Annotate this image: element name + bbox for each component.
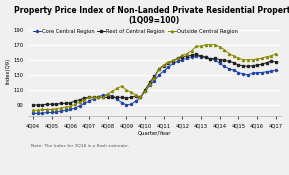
Y-axis label: Index(Q9): Index(Q9) [5,58,11,84]
Outside Central Region [204,44,208,46]
Core Central Region [97,96,100,98]
X-axis label: Quarter/Year: Quarter/Year [138,130,171,135]
Rest of Central Region [185,55,189,57]
Core Central Region [176,60,179,62]
Rest of Central Region [223,59,226,61]
Rest of Central Region [97,96,100,99]
Core Central Region [223,65,226,68]
Outside Central Region [185,53,189,55]
Rest of Central Region [171,60,175,62]
Rest of Central Region [31,104,35,106]
Core Central Region [251,72,254,74]
Outside Central Region [97,96,100,99]
Outside Central Region [171,59,175,61]
Rest of Central Region [176,57,179,59]
Line: Core Central Region: Core Central Region [32,55,277,114]
Outside Central Region [223,49,226,51]
Core Central Region [171,62,175,65]
Rest of Central Region [195,53,198,55]
Outside Central Region [176,57,179,59]
Core Central Region [195,55,198,57]
Core Central Region [274,69,278,71]
Outside Central Region [31,109,35,111]
Outside Central Region [274,53,278,55]
Rest of Central Region [274,61,278,63]
Core Central Region [185,57,189,59]
Core Central Region [31,112,35,114]
Outside Central Region [251,59,254,61]
Line: Rest of Central Region: Rest of Central Region [32,53,277,106]
Rest of Central Region [251,65,254,67]
Text: Note: The Index for 3Q18 is a flash estimate.: Note: The Index for 3Q18 is a flash esti… [31,144,129,147]
Legend: Core Central Region, Rest of Central Region, Outside Central Region: Core Central Region, Rest of Central Reg… [31,27,240,36]
Title: Property Price Index of Non-Landed Private Residential Property
(1Q09=100): Property Price Index of Non-Landed Priva… [14,6,289,25]
Line: Outside Central Region: Outside Central Region [32,44,277,111]
